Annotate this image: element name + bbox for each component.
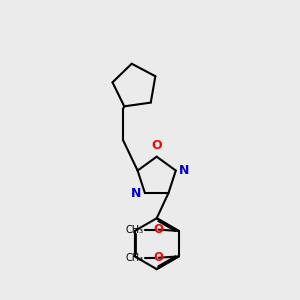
Text: O: O <box>152 139 162 152</box>
Text: CH₃: CH₃ <box>126 225 144 235</box>
Text: N: N <box>179 164 189 177</box>
Text: CH₃: CH₃ <box>126 253 144 263</box>
Text: O: O <box>154 223 164 236</box>
Text: N: N <box>131 187 142 200</box>
Text: O: O <box>154 251 164 264</box>
